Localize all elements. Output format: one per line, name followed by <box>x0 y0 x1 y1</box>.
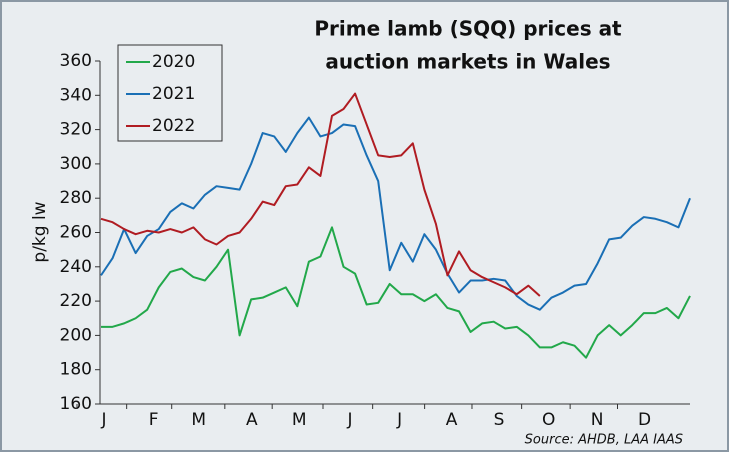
y-tick-label: 260 <box>60 223 92 243</box>
y-tick-label: 180 <box>60 360 92 380</box>
series-line <box>101 226 691 359</box>
x-tick-label: F <box>149 410 159 430</box>
x-tick-label: O <box>542 410 555 430</box>
legend-label: 2021 <box>152 84 195 104</box>
y-tick-label: 280 <box>60 188 92 208</box>
y-tick-label: 360 <box>60 51 92 71</box>
x-tick-label: A <box>446 410 458 430</box>
legend-label: 2020 <box>152 52 195 72</box>
y-axis-label: p/kg lw <box>30 201 50 262</box>
series-line <box>100 92 541 297</box>
x-tick-label: D <box>638 410 651 430</box>
y-tick-label: 320 <box>60 120 92 140</box>
y-tick-label: 160 <box>60 394 92 414</box>
x-tick-label: J <box>346 410 352 430</box>
chart-title: Prime lamb (SQQ) prices at <box>314 17 622 41</box>
chart-title: auction markets in Wales <box>325 50 610 74</box>
y-tick-label: 220 <box>60 291 92 311</box>
x-tick-label: N <box>591 410 604 430</box>
x-tick-label: S <box>494 410 505 430</box>
y-tick-label: 300 <box>60 154 92 174</box>
x-tick-label: M <box>191 410 206 430</box>
source: Source: AHDB, LAA IAAS <box>525 433 683 448</box>
x-tick-label: J <box>100 410 106 430</box>
x-tick-label: M <box>292 410 307 430</box>
x-tick-label: J <box>396 410 402 430</box>
y-tick-label: 200 <box>60 325 92 345</box>
x-tick-label: A <box>246 410 258 430</box>
y-tick-label: 240 <box>60 257 92 277</box>
legend-label: 2022 <box>152 116 195 136</box>
series-line <box>100 116 691 311</box>
y-tick-label: 340 <box>60 85 92 105</box>
